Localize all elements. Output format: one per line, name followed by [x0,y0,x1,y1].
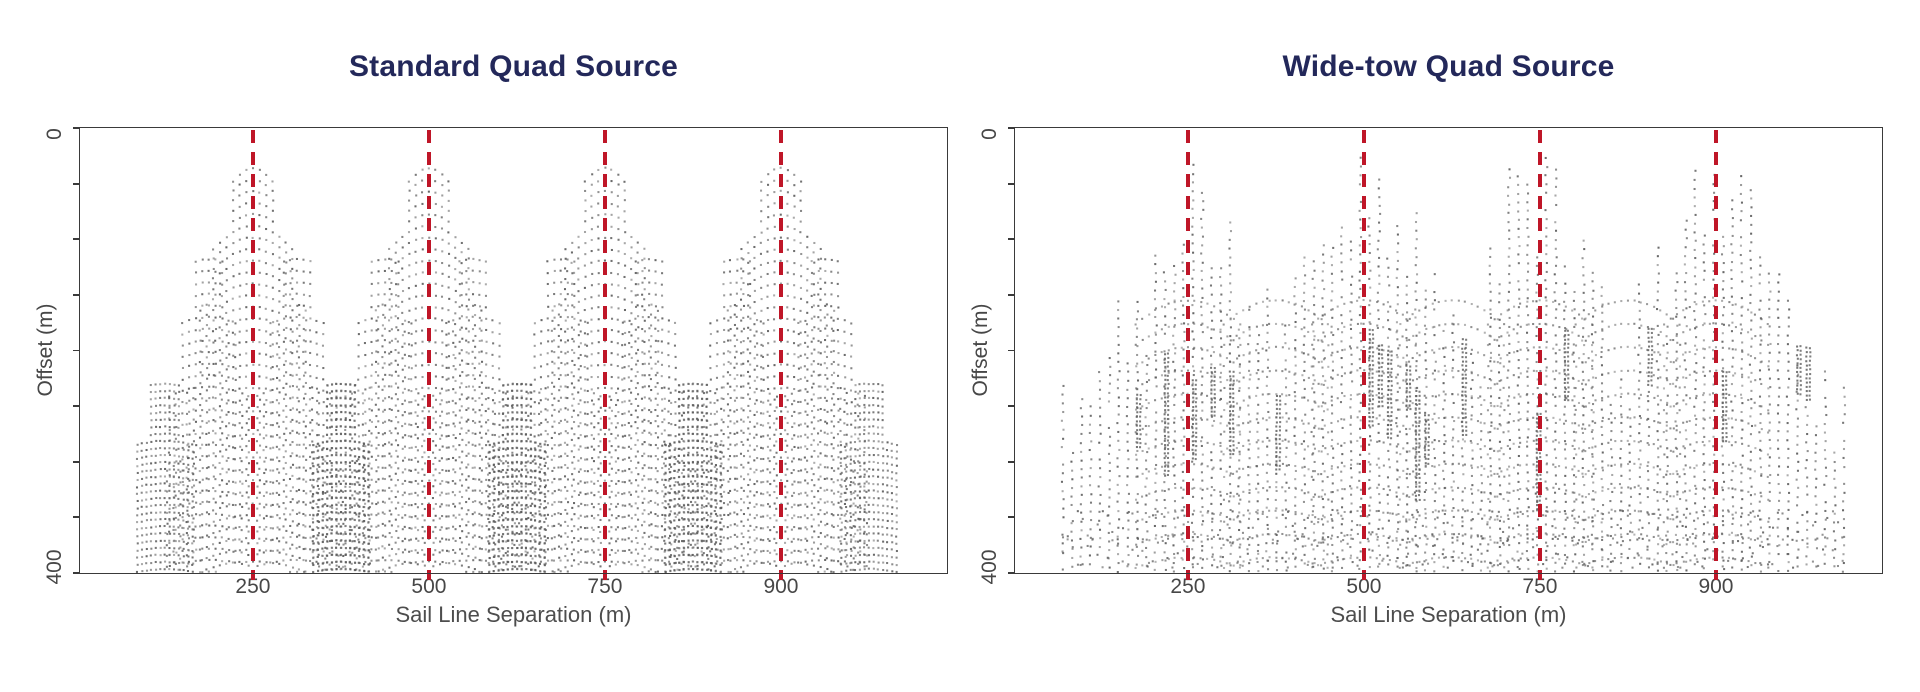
y-minor-tick [1008,182,1014,185]
y-minor-tick [73,238,79,241]
panel-standard-quad-source: Standard Quad Source Offset (m) 0 400 25… [34,50,948,627]
y-minor-tick [73,182,79,185]
y-axis-label: Offset (m) [969,303,992,397]
y-tick-label-top: 0 [43,128,66,140]
sail-line-reference-line [1185,130,1190,580]
plot-area [1008,127,1883,580]
plot-area [73,127,948,580]
y-minor-tick [1008,127,1014,129]
y-minor-tick [73,405,79,408]
y-tick-label-top: 0 [978,128,1001,140]
x-tick-label: 250 [1170,575,1206,598]
x-axis-label: Sail Line Separation (m) [395,602,632,627]
y-minor-tick [73,293,79,296]
y-minor-tick [1008,349,1014,352]
y-minor-tick [1008,516,1014,519]
chart-title: Standard Quad Source [348,50,679,83]
x-tick-label: 500 [1346,575,1382,598]
y-minor-tick [1008,238,1014,241]
sail-line-reference-line [1713,130,1718,580]
y-minor-tick [1008,572,1014,574]
sail-line-reference-line [1537,130,1542,580]
x-tick-label: 900 [763,575,799,598]
y-minor-tick [73,572,79,574]
sail-line-reference-line [778,130,783,580]
y-minor-tick [73,127,79,129]
x-tick-label: 250 [235,575,271,598]
x-tick-label: 500 [411,575,447,598]
y-minor-tick [1008,460,1014,463]
sail-line-reference-line [426,130,431,580]
sail-line-reference-line [1361,130,1366,580]
y-minor-tick [73,460,79,463]
y-axis-label: Offset (m) [34,303,57,397]
panel-wide-tow-quad-source: Wide-tow Quad Source Offset (m) 0 400 25… [935,0,1895,692]
x-tick-label: 900 [1698,575,1734,598]
chart-title: Wide-tow Quad Source [1282,50,1615,83]
y-minor-tick [1008,293,1014,296]
sail-line-reference-line [250,130,255,580]
scatter-dots-canvas [1015,128,1882,573]
y-minor-tick [73,516,79,519]
x-tick-label: 750 [587,575,623,598]
scatter-dots-canvas [80,128,947,573]
y-minor-tick [73,349,79,352]
sail-line-reference-line [602,130,607,580]
y-minor-tick [1008,405,1014,408]
x-axis-label: Sail Line Separation (m) [1330,602,1567,627]
x-tick-label: 750 [1522,575,1558,598]
y-tick-label-bottom: 400 [978,549,1001,585]
y-tick-label-bottom: 400 [43,549,66,585]
